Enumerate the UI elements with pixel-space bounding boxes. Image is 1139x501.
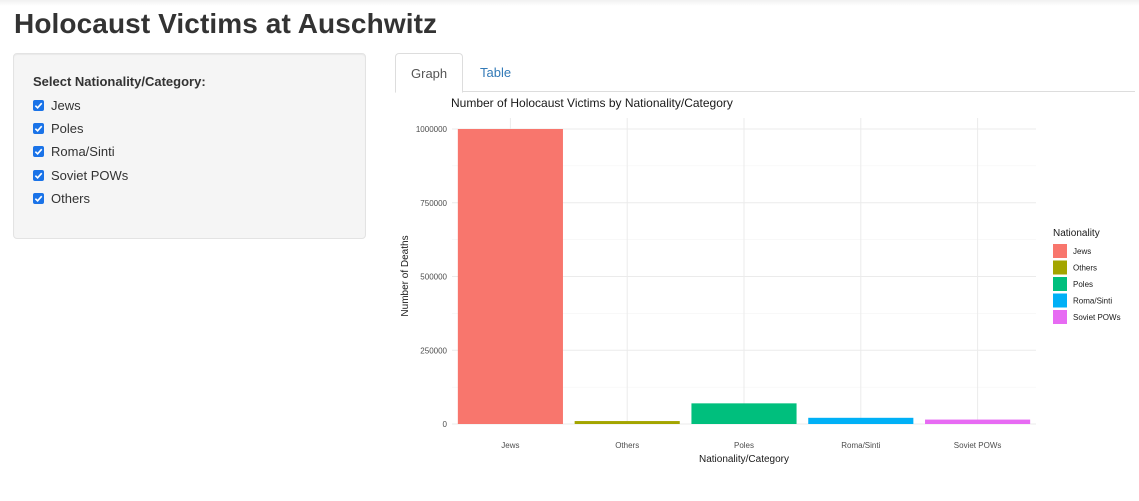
tab-table[interactable]: Table (480, 65, 512, 80)
bar-poles (691, 403, 797, 424)
bar-chart: 0 250000 500000 750000 1000000 Jews Others Pole… (400, 96, 1121, 465)
legend-swatch (1053, 260, 1067, 275)
checkbox-jews[interactable]: Jews (33, 96, 81, 114)
bar-soviet-pows (925, 419, 1031, 424)
checkbox-checked-icon[interactable] (33, 145, 44, 157)
legend-label: Soviet POWs (1073, 313, 1121, 322)
checkbox-group-label: Select Nationality/Category: (33, 74, 206, 89)
x-tick-label: Others (615, 441, 639, 450)
x-tick-label: Soviet POWs (954, 441, 1002, 450)
legend-label: Poles (1073, 280, 1093, 289)
y-tick-label: 0 (443, 420, 448, 429)
page-title: Holocaust Victims at Auschwitz (14, 8, 438, 39)
x-axis-title: Nationality/Category (699, 454, 789, 465)
y-tick-label: 250000 (420, 346, 447, 355)
tab-bar: Graph Table (395, 53, 1135, 93)
checkbox-label: Jews (51, 97, 81, 113)
tab-graph[interactable]: Graph (395, 53, 463, 93)
checkbox-checked-icon[interactable] (33, 99, 44, 111)
chart-title: Number of Holocaust Victims by Nationali… (451, 96, 733, 110)
legend-swatch (1053, 244, 1067, 258)
checkbox-checked-icon[interactable] (33, 169, 44, 181)
bar-roma-sinti (808, 417, 914, 424)
x-tick-label: Poles (734, 441, 754, 450)
checkbox-label: Poles (51, 120, 84, 136)
checkbox-soviet-pows[interactable]: Soviet POWs (33, 166, 128, 184)
checkbox-checked-icon[interactable] (33, 122, 44, 134)
checkbox-others[interactable]: Others (33, 189, 90, 207)
y-axis-title: Number of Deaths (400, 235, 411, 316)
checkbox-checked-icon[interactable] (33, 192, 44, 204)
legend-label: Jews (1073, 247, 1091, 256)
checkbox-label: Roma/Sinti (51, 143, 115, 159)
legend-title: Nationality (1053, 228, 1100, 239)
checkbox-roma-sinti[interactable]: Roma/Sinti (33, 142, 115, 160)
x-tick-label: Jews (501, 441, 519, 450)
top-band (0, 0, 1139, 6)
checkbox-label: Others (51, 190, 91, 206)
bar-jews (457, 129, 563, 424)
x-tick-label: Roma/Sinti (841, 441, 880, 450)
y-tick-label: 1000000 (416, 125, 448, 134)
legend-swatch (1053, 310, 1067, 324)
legend-label: Others (1073, 264, 1097, 273)
y-tick-label: 500000 (420, 273, 447, 282)
bar-others (574, 421, 680, 424)
checkbox-label: Soviet POWs (51, 167, 129, 183)
y-tick-label: 750000 (420, 199, 447, 208)
legend-swatch (1053, 293, 1067, 308)
sidebar-panel: Select Nationality/Category: Jews Poles … (13, 53, 366, 239)
legend-swatch (1053, 277, 1067, 291)
legend-label: Roma/Sinti (1073, 297, 1112, 306)
checkbox-poles[interactable]: Poles (33, 119, 84, 137)
